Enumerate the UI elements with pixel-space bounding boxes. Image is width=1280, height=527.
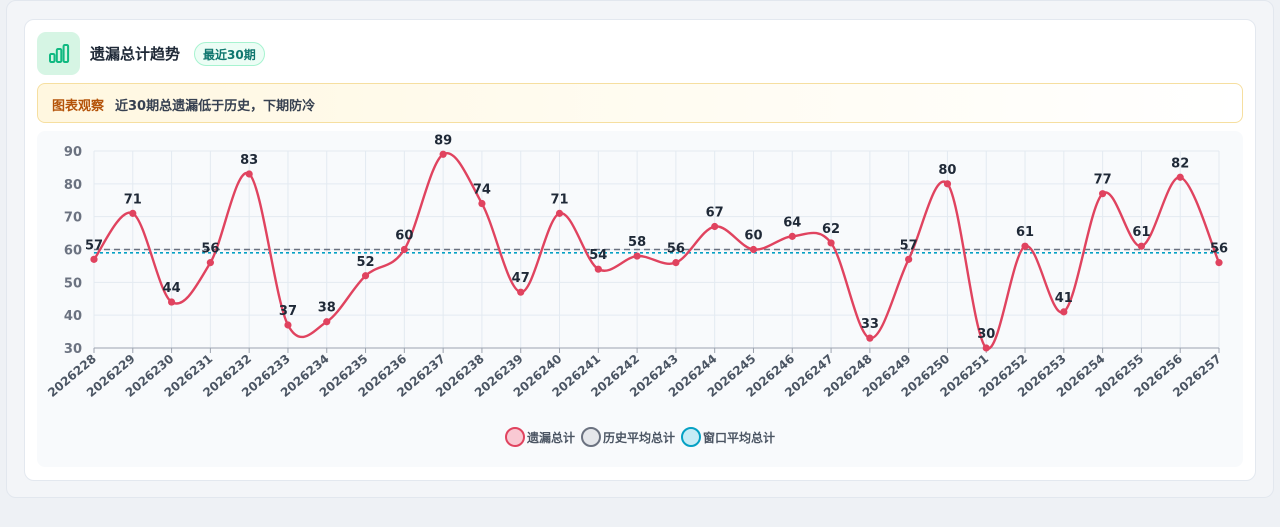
data-point	[1176, 173, 1184, 181]
legend-swatch-series	[504, 427, 525, 447]
data-label: 61	[1132, 225, 1150, 240]
data-point	[284, 321, 292, 329]
data-point	[478, 199, 486, 208]
data-label: 82	[1171, 156, 1189, 171]
data-label: 44	[163, 281, 181, 296]
data-label: 61	[1016, 225, 1034, 240]
data-point	[982, 344, 990, 352]
data-point	[167, 298, 176, 306]
page-title: 遗漏总计趋势	[90, 45, 181, 63]
legend-item-historical[interactable]: 历史平均总计	[580, 427, 675, 447]
data-label: 56	[1210, 242, 1228, 257]
y-tick-label: 60	[64, 244, 82, 259]
data-label: 56	[667, 242, 685, 257]
insight-label: 图表观察	[52, 99, 105, 114]
legend-label-window: 窗口平均总计	[703, 430, 776, 445]
data-point	[1021, 242, 1029, 250]
data-label: 67	[706, 206, 724, 221]
data-label: 57	[900, 238, 918, 253]
y-tick-label: 70	[64, 211, 82, 226]
data-point	[672, 259, 680, 267]
insight-text: 近30期总遗漏低于历史，下期防冷	[115, 99, 316, 114]
y-tick-label: 50	[64, 276, 82, 291]
data-point	[90, 255, 98, 263]
data-point	[1099, 190, 1107, 198]
data-point	[788, 232, 796, 240]
legend-item-series[interactable]: 遗漏总计	[504, 427, 575, 447]
data-point	[866, 334, 874, 342]
data-label: 57	[85, 238, 103, 253]
data-label: 71	[550, 192, 568, 207]
data-point	[1215, 259, 1223, 267]
data-label: 41	[1055, 291, 1073, 306]
data-point	[827, 239, 835, 247]
data-label: 71	[124, 192, 142, 207]
data-label: 62	[822, 222, 840, 237]
data-label: 33	[861, 317, 879, 332]
y-tick-label: 80	[64, 178, 82, 193]
data-label: 52	[357, 255, 375, 270]
data-label: 77	[1094, 173, 1112, 188]
data-point	[245, 170, 253, 178]
data-point	[361, 272, 370, 280]
data-point	[439, 150, 447, 158]
legend-swatch-historical	[580, 427, 601, 447]
data-point	[1137, 242, 1146, 250]
data-point	[400, 245, 408, 254]
data-point	[1060, 308, 1068, 316]
y-tick-label: 40	[64, 309, 82, 324]
data-point	[633, 252, 641, 260]
data-label: 58	[628, 235, 646, 250]
data-label: 56	[201, 242, 219, 257]
data-label: 54	[589, 248, 607, 263]
data-point	[905, 255, 913, 263]
bar-chart-icon	[37, 32, 80, 75]
data-label: 74	[473, 183, 491, 198]
data-point	[594, 265, 602, 273]
chart-legend: 遗漏总计 历史平均总计 窗口平均总计	[0, 425, 1280, 449]
y-tick-label: 30	[64, 342, 82, 357]
legend-label-series: 遗漏总计	[526, 430, 575, 445]
insight-banner: 图表观察 近30期总遗漏低于历史，下期防冷	[37, 83, 1243, 123]
data-label: 60	[744, 229, 762, 244]
data-point	[749, 245, 758, 254]
data-point	[129, 209, 137, 217]
data-point	[943, 180, 952, 188]
data-point	[323, 318, 331, 326]
y-tick-label: 90	[64, 145, 82, 160]
data-label: 64	[783, 215, 801, 230]
data-label: 60	[395, 229, 413, 244]
data-point	[555, 209, 564, 217]
data-point	[206, 259, 214, 267]
legend-item-window[interactable]: 窗口平均总计	[681, 427, 775, 447]
data-point	[711, 222, 719, 231]
data-label: 47	[512, 271, 530, 286]
data-label: 38	[318, 301, 336, 316]
data-label: 37	[279, 304, 297, 319]
data-point	[517, 288, 525, 296]
data-label: 30	[977, 327, 995, 342]
data-label: 80	[938, 163, 956, 178]
legend-swatch-window	[681, 427, 701, 447]
period-badge: 最近30期	[194, 42, 265, 66]
legend-label-historical: 历史平均总计	[602, 430, 675, 445]
chart-panel	[37, 131, 1243, 467]
series-line	[93, 152, 1221, 350]
data-label: 89	[434, 133, 452, 148]
data-label: 83	[240, 153, 258, 168]
